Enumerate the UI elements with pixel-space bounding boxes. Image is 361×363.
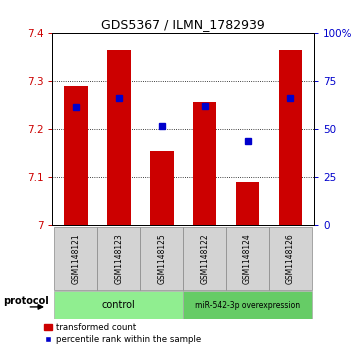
Bar (107, 49, 131, 225)
Text: GSM1148121: GSM1148121 (71, 233, 81, 284)
Bar (236, 182, 259, 225)
Bar (226, 227, 269, 290)
Bar (269, 227, 312, 290)
Title: GDS5367 / ILMN_1782939: GDS5367 / ILMN_1782939 (101, 19, 265, 32)
Bar (279, 49, 302, 225)
Bar (150, 151, 174, 225)
Text: miR-542-3p overexpression: miR-542-3p overexpression (195, 301, 300, 310)
Text: GSM1148123: GSM1148123 (114, 233, 123, 284)
Bar (55, 291, 183, 319)
Legend: transformed count, percentile rank within the sample: transformed count, percentile rank withi… (40, 319, 205, 347)
Bar (55, 227, 97, 290)
Text: GSM1148122: GSM1148122 (200, 233, 209, 284)
Text: GSM1148125: GSM1148125 (157, 233, 166, 284)
Bar (183, 291, 312, 319)
Text: control: control (102, 300, 136, 310)
Text: GSM1148124: GSM1148124 (243, 233, 252, 284)
Text: protocol: protocol (4, 297, 49, 306)
Bar (140, 227, 183, 290)
Text: GSM1148126: GSM1148126 (286, 233, 295, 284)
Bar (193, 102, 217, 225)
Bar (64, 86, 88, 225)
Bar (97, 227, 140, 290)
Bar (183, 227, 226, 290)
